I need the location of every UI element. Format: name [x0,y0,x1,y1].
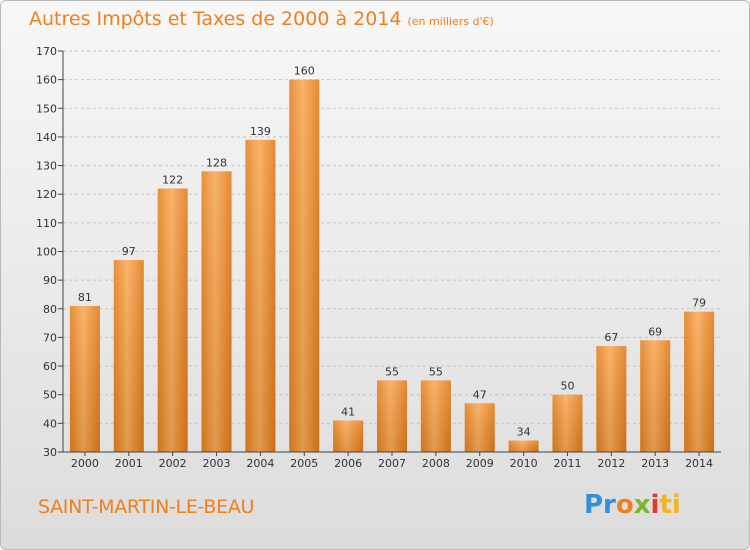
data-label: 55 [385,365,399,378]
chart-title: Autres Impôts et Taxes de 2000 à 2014 (en… [29,8,494,30]
bar-shade [684,311,715,452]
data-label: 79 [692,297,706,310]
y-tick-label: 160 [36,74,57,87]
x-tick-label: 2003 [203,457,231,470]
y-tick-label: 60 [43,360,57,373]
bar-chart: 81 97 122 128 139 160 41 55 55 47 34 50 67 69 79 30 40 5… [36,45,721,470]
x-tick-label: 2008 [422,457,450,470]
y-tick-label: 40 [43,417,57,430]
data-label: 50 [560,380,574,393]
y-tick-label: 50 [43,389,57,402]
bar-shade [245,139,276,453]
x-tick-label: 2014 [685,457,713,470]
y-tick-label: 130 [36,160,57,173]
data-label: 55 [429,365,443,378]
data-label: 47 [473,388,487,401]
y-tick-label: 110 [36,217,57,230]
title-text: Autres Impôts et Taxes de 2000 à 2014 [29,8,402,30]
x-tick-label: 2000 [71,457,99,470]
y-tick-label: 30 [43,446,57,459]
x-tick-label: 2013 [641,457,669,470]
data-label: 128 [206,156,227,169]
bar-shade [596,346,627,452]
location-label: SAINT-MARTIN-LE-BEAU [38,496,255,518]
x-tick-label: 2011 [553,457,581,470]
bar-shade [640,340,671,452]
bar-shade [420,380,451,452]
bar-shade [157,188,188,452]
bar-shade [464,403,495,452]
y-tick-label: 80 [43,303,57,316]
x-tick-label: 2012 [597,457,625,470]
y-tick-label: 140 [36,131,57,144]
bar-shade [508,440,539,452]
x-tick-label: 2001 [115,457,143,470]
y-tick-label: 170 [36,45,57,58]
y-tick-label: 100 [36,246,57,259]
bar-shade [377,380,407,452]
x-tick-label: 2009 [466,457,494,470]
data-label: 69 [648,325,662,338]
bar-shade [201,171,232,453]
data-label: 139 [250,125,271,138]
y-tick-label: 120 [36,188,57,201]
data-label: 81 [78,291,92,304]
data-label: 67 [604,331,618,344]
bar-shade [552,394,583,452]
x-tick-label: 2010 [510,457,538,470]
x-tick-label: 2006 [334,457,362,470]
y-tick-label: 70 [43,331,57,344]
data-label: 41 [341,405,355,418]
x-tick-label: 2007 [378,457,406,470]
proxiti-logo: Proxiti [584,490,681,520]
chart-subtitle: (en milliers d'€) [407,15,494,28]
data-label: 160 [294,65,315,78]
bar-shade [333,420,364,452]
bar-shade [113,260,144,452]
x-tick-label: 2005 [290,457,318,470]
y-tick-label: 150 [36,102,57,115]
bar-shade [69,305,100,452]
data-label: 122 [162,173,183,186]
x-tick-label: 2004 [246,457,274,470]
x-tick-label: 2002 [159,457,187,470]
y-tick-label: 90 [43,274,57,287]
data-label: 97 [122,245,136,258]
data-label: 34 [517,426,531,439]
bar-shade [289,79,320,453]
